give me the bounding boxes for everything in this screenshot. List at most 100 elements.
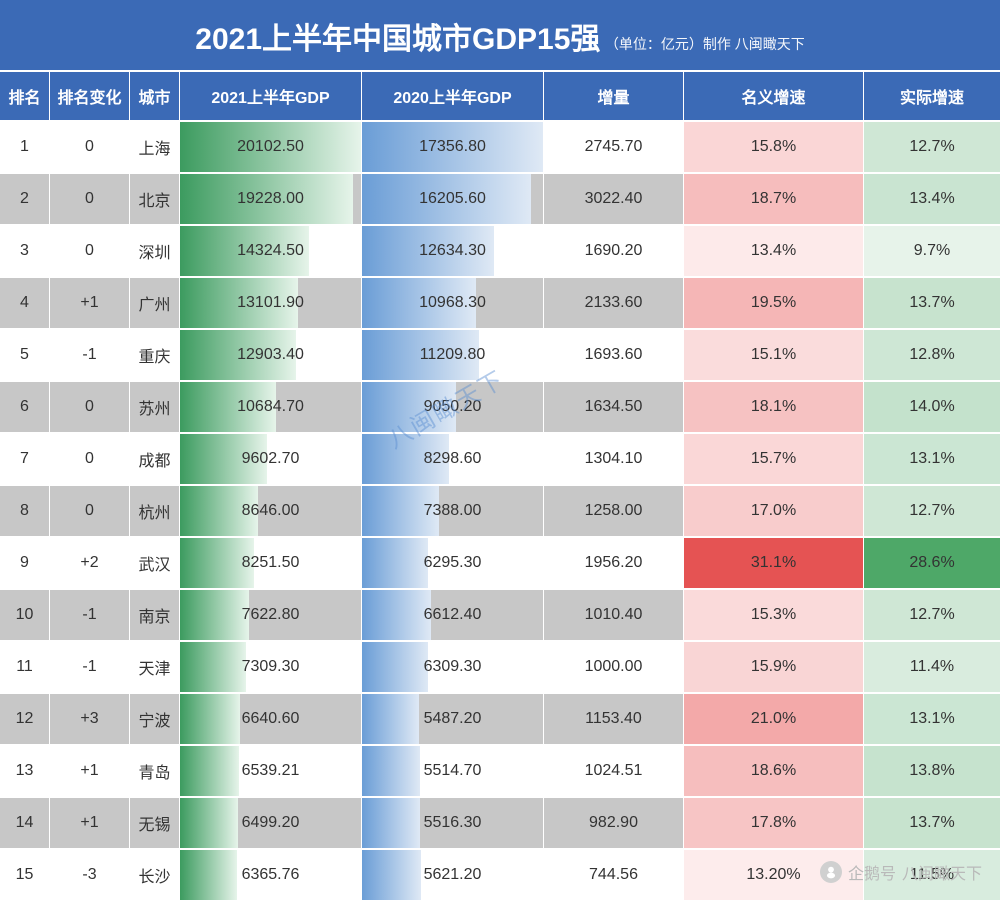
table-row: 12+3宁波6640.605487.201153.4021.0%13.1% [0, 694, 1000, 744]
table-row: 14+1无锡6499.205516.30982.9017.8%13.7% [0, 798, 1000, 848]
cell-col-nom: 17.0% [684, 486, 864, 536]
col-increase: 增量 [544, 72, 684, 120]
cell-col-rank: 6 [0, 382, 50, 432]
cell-col-gdp20: 5621.20 [362, 850, 544, 900]
cell-col-gdp21: 13101.90 [180, 278, 362, 328]
table-row: 4+1广州13101.9010968.302133.6019.5%13.7% [0, 278, 1000, 328]
footer-brand: 企鹅号 [848, 860, 896, 884]
cell-col-nom: 18.6% [684, 746, 864, 796]
cell-col-change: 0 [50, 122, 130, 172]
table-row: 5-1重庆12903.4011209.801693.6015.1%12.8% [0, 330, 1000, 380]
cell-col-inc: 1010.40 [544, 590, 684, 640]
cell-col-gdp20: 16205.60 [362, 174, 544, 224]
table-row: 80杭州8646.007388.001258.0017.0%12.7% [0, 486, 1000, 536]
cell-col-city: 北京 [130, 174, 180, 224]
cell-col-city: 天津 [130, 642, 180, 692]
cell-col-real: 13.7% [864, 798, 1000, 848]
cell-col-inc: 1258.00 [544, 486, 684, 536]
page-subtitle: （单位：亿元）制作 八闽瞰天下 [605, 36, 805, 52]
table-row: 11-1天津7309.306309.301000.0015.9%11.4% [0, 642, 1000, 692]
cell-col-nom: 15.9% [684, 642, 864, 692]
cell-col-city: 苏州 [130, 382, 180, 432]
cell-col-gdp20: 7388.00 [362, 486, 544, 536]
cell-col-nom: 15.7% [684, 434, 864, 484]
cell-col-inc: 1153.40 [544, 694, 684, 744]
cell-col-inc: 2133.60 [544, 278, 684, 328]
cell-col-gdp20: 5516.30 [362, 798, 544, 848]
cell-col-inc: 1690.20 [544, 226, 684, 276]
cell-col-gdp21: 7309.30 [180, 642, 362, 692]
cell-col-real: 13.1% [864, 694, 1000, 744]
cell-col-nom: 18.1% [684, 382, 864, 432]
cell-col-gdp20: 6295.30 [362, 538, 544, 588]
col-real: 实际增速 [864, 72, 1000, 120]
cell-col-rank: 8 [0, 486, 50, 536]
cell-col-inc: 1693.60 [544, 330, 684, 380]
cell-col-gdp21: 10684.70 [180, 382, 362, 432]
cell-col-city: 青岛 [130, 746, 180, 796]
cell-col-rank: 12 [0, 694, 50, 744]
cell-col-change: 0 [50, 434, 130, 484]
cell-col-rank: 1 [0, 122, 50, 172]
cell-col-city: 成都 [130, 434, 180, 484]
cell-col-rank: 7 [0, 434, 50, 484]
page-title: 2021上半年中国城市GDP15强 [195, 23, 600, 56]
watermark-footer: 企鹅号 八闽瞰天下 [820, 860, 982, 884]
cell-col-gdp21: 12903.40 [180, 330, 362, 380]
cell-col-gdp20: 5514.70 [362, 746, 544, 796]
cell-col-real: 14.0% [864, 382, 1000, 432]
cell-col-gdp21: 6539.21 [180, 746, 362, 796]
cell-col-nom: 15.3% [684, 590, 864, 640]
table-row: 10上海20102.5017356.802745.7015.8%12.7% [0, 122, 1000, 172]
cell-col-change: +3 [50, 694, 130, 744]
cell-col-rank: 9 [0, 538, 50, 588]
cell-col-rank: 5 [0, 330, 50, 380]
cell-col-city: 杭州 [130, 486, 180, 536]
cell-col-city: 深圳 [130, 226, 180, 276]
cell-col-gdp21: 6499.20 [180, 798, 362, 848]
cell-col-rank: 15 [0, 850, 50, 900]
cell-col-gdp20: 12634.30 [362, 226, 544, 276]
cell-col-nom: 15.8% [684, 122, 864, 172]
cell-col-real: 12.7% [864, 486, 1000, 536]
cell-col-real: 11.4% [864, 642, 1000, 692]
col-change: 排名变化 [50, 72, 130, 120]
cell-col-change: 0 [50, 486, 130, 536]
table-row: 70成都9602.708298.601304.1015.7%13.1% [0, 434, 1000, 484]
cell-col-real: 13.7% [864, 278, 1000, 328]
cell-col-inc: 2745.70 [544, 122, 684, 172]
cell-col-inc: 744.56 [544, 850, 684, 900]
table-row: 13+1青岛6539.215514.701024.5118.6%13.8% [0, 746, 1000, 796]
cell-col-change: +1 [50, 798, 130, 848]
col-city: 城市 [130, 72, 180, 120]
cell-col-change: -3 [50, 850, 130, 900]
cell-col-change: 0 [50, 226, 130, 276]
table-row: 10-1南京7622.806612.401010.4015.3%12.7% [0, 590, 1000, 640]
cell-col-city: 长沙 [130, 850, 180, 900]
cell-col-real: 12.7% [864, 122, 1000, 172]
cell-col-city: 上海 [130, 122, 180, 172]
footer-author: 八闽瞰天下 [902, 860, 982, 884]
cell-col-change: -1 [50, 330, 130, 380]
cell-col-nom: 19.5% [684, 278, 864, 328]
cell-col-nom: 21.0% [684, 694, 864, 744]
table-row: 9+2武汉8251.506295.301956.2031.1%28.6% [0, 538, 1000, 588]
cell-col-inc: 3022.40 [544, 174, 684, 224]
cell-col-gdp20: 6612.40 [362, 590, 544, 640]
col-rank: 排名 [0, 72, 50, 120]
cell-col-city: 重庆 [130, 330, 180, 380]
cell-col-real: 13.4% [864, 174, 1000, 224]
cell-col-real: 12.8% [864, 330, 1000, 380]
cell-col-nom: 15.1% [684, 330, 864, 380]
cell-col-inc: 1024.51 [544, 746, 684, 796]
cell-col-inc: 1634.50 [544, 382, 684, 432]
cell-col-nom: 17.8% [684, 798, 864, 848]
cell-col-nom: 13.4% [684, 226, 864, 276]
col-gdp21: 2021上半年GDP [180, 72, 362, 120]
cell-col-rank: 11 [0, 642, 50, 692]
cell-col-real: 9.7% [864, 226, 1000, 276]
cell-col-city: 宁波 [130, 694, 180, 744]
title-bar: 2021上半年中国城市GDP15强 （单位：亿元）制作 八闽瞰天下 [0, 0, 1000, 70]
cell-col-city: 广州 [130, 278, 180, 328]
cell-col-gdp20: 8298.60 [362, 434, 544, 484]
